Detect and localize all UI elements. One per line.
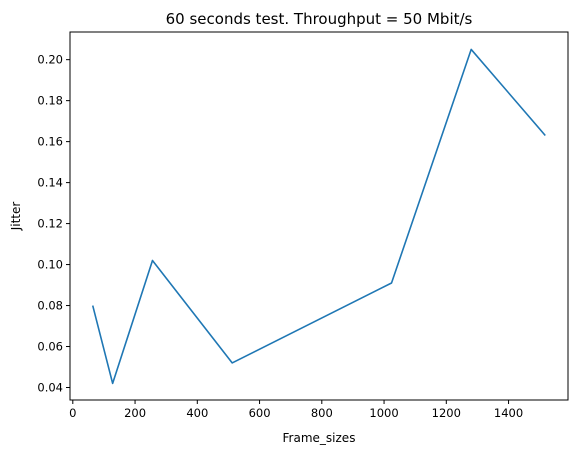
y-tick-label: 0.08 <box>37 299 63 313</box>
x-axis-ticks: 0 200 400 600 800 1000 1200 1400 <box>69 400 523 420</box>
y-axis-ticks: 0.04 0.06 0.08 0.10 0.12 0.14 0.16 0.18 0.20 <box>37 53 70 395</box>
y-tick-label: 0.04 <box>37 381 63 395</box>
y-tick-label: 0.14 <box>37 176 63 190</box>
y-tick-label: 0.20 <box>37 53 63 67</box>
x-tick-label: 800 <box>311 406 333 420</box>
x-axis-label: Frame_sizes <box>283 431 356 445</box>
x-tick-label: 0 <box>69 406 76 420</box>
y-tick-label: 0.16 <box>37 135 63 149</box>
plot-area-frame <box>69 31 569 401</box>
y-axis-label: Jitter <box>9 202 23 232</box>
y-tick-label: 0.12 <box>37 217 63 231</box>
x-tick-label: 400 <box>186 406 208 420</box>
x-tick-label: 1000 <box>369 406 398 420</box>
series-group <box>91 48 546 385</box>
x-tick-label: 600 <box>249 406 271 420</box>
chart-title: 60 seconds test. Throughput = 50 Mbit/s <box>166 10 473 28</box>
y-tick-label: 0.10 <box>37 258 63 272</box>
y-tick-label: 0.18 <box>37 94 63 108</box>
series-line <box>91 48 546 385</box>
x-tick-label: 1200 <box>432 406 461 420</box>
x-tick-label: 1400 <box>494 406 523 420</box>
x-tick-label: 200 <box>124 406 146 420</box>
y-tick-label: 0.06 <box>37 340 63 354</box>
